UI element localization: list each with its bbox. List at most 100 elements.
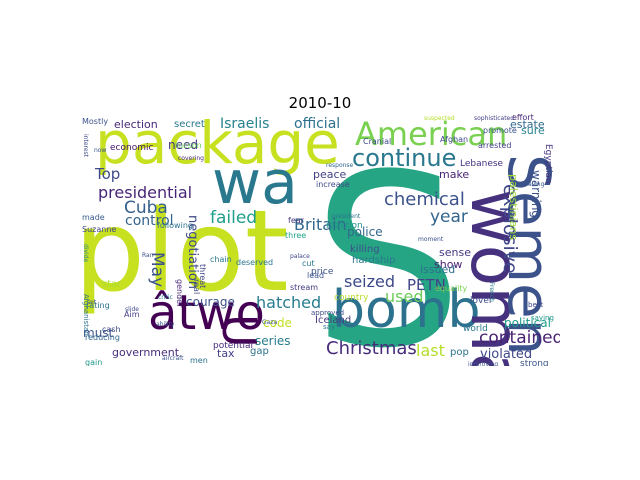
cloud-word: control: [125, 213, 174, 229]
cloud-word: real: [192, 279, 201, 295]
cloud-word: star: [102, 279, 122, 290]
cloud-word: cash: [102, 325, 121, 334]
cloud-word: increase: [316, 180, 350, 189]
cloud-word: Aim: [124, 310, 140, 319]
cloud-word: gain: [85, 358, 103, 367]
cloud-word: economic: [110, 143, 154, 153]
cloud-word: gender: [175, 279, 184, 308]
cloud-word: hatched: [256, 293, 322, 312]
cloud-word: moment: [418, 236, 444, 243]
cloud-word: strong: [520, 359, 549, 367]
cloud-word: French: [488, 282, 495, 302]
cloud-word: palace: [290, 253, 310, 260]
cloud-word: killing: [350, 244, 380, 255]
cloud-word: estate: [510, 118, 545, 131]
cloud-word: bomb: [332, 280, 481, 340]
cloud-word: best: [528, 301, 544, 309]
cloud-word: year: [430, 207, 468, 227]
cloud-word: hardship: [352, 255, 396, 266]
cloud-word: PETN: [407, 276, 446, 294]
cloud-word: world: [463, 324, 488, 334]
cloud-word: government: [112, 346, 180, 359]
cloud-word: Afghan: [440, 135, 469, 144]
cloud-word: contained: [479, 328, 560, 348]
cloud-word: Gaza: [262, 319, 278, 326]
cloud-word: sure: [521, 124, 545, 137]
cloud-word: reducing: [85, 333, 120, 342]
cloud-word: make: [439, 168, 470, 181]
cloud-word: ability: [156, 321, 175, 328]
cloud-word: approved: [311, 309, 345, 317]
cloud-word: tucson: [175, 141, 202, 150]
cloud-word: slide: [125, 306, 139, 313]
cloud-word: S: [312, 124, 464, 367]
cloud-word: failing: [526, 181, 545, 188]
cloud-word: divide: [82, 244, 89, 263]
cloud-word: deserved: [236, 258, 274, 267]
cloud-word: Britain: [294, 215, 347, 234]
cloud-word: official: [294, 116, 341, 132]
cloud-word: wa: [212, 148, 298, 218]
cloud-word: tax: [217, 347, 235, 360]
cloud-word: aircraft: [162, 355, 184, 362]
chart-title: 2010-10: [288, 94, 352, 112]
cloud-word: used: [385, 287, 424, 306]
cloud-word: saying: [531, 314, 554, 322]
cloud-word: Mostly: [82, 117, 109, 126]
cloud-word: president: [332, 213, 361, 220]
cloud-word: reaction: [326, 221, 363, 231]
cloud-word: Cranial: [363, 137, 392, 146]
cloud-word: need: [168, 138, 198, 152]
cloud-word: arrested: [478, 141, 512, 150]
cloud-word: woman: [455, 189, 534, 366]
cloud-word: pop: [450, 347, 469, 358]
cloud-word: package: [95, 114, 340, 177]
cloud-word: sense: [439, 246, 471, 259]
cloud-word: American: [355, 115, 508, 153]
cloud-word: potential: [213, 341, 254, 351]
cloud-word: interest: [82, 134, 89, 158]
cloud-word: Christmas: [326, 338, 417, 359]
cloud-word: stream: [290, 283, 319, 292]
cloud-word: Ran: [142, 252, 154, 259]
cloud-word: promote: [483, 126, 517, 135]
cloud-word: cut: [302, 259, 315, 268]
cloud-word: Cuba: [124, 198, 168, 218]
cloud-word: peace: [313, 168, 347, 181]
cloud-word: issued: [420, 263, 456, 276]
cloud-word: covering: [178, 155, 204, 162]
cloud-word: critic: [158, 294, 173, 301]
cloud-word: courage: [186, 295, 235, 309]
cloud-word: Lebanese: [460, 159, 504, 169]
cloud-word: Semen: [495, 154, 560, 356]
cloud-word: threat: [198, 264, 207, 289]
cloud-word: now: [94, 147, 107, 154]
cloud-word: failed: [210, 208, 258, 228]
cloud-word: series: [255, 334, 291, 348]
cloud-word: continue: [352, 144, 457, 172]
cloud-word: warning: [529, 170, 543, 219]
cloud-word: show: [434, 258, 463, 271]
cloud-word: Suzanne: [82, 225, 117, 234]
cloud-word: rating: [86, 301, 110, 310]
cloud-word: men: [190, 356, 208, 365]
cloud-word: Afghanistan: [82, 294, 90, 336]
cloud-word: police: [347, 225, 383, 239]
cloud-word: three: [285, 231, 307, 240]
cloud-word: improving: [468, 361, 499, 367]
cloud-word: gap: [250, 346, 269, 357]
cloud-word: seized: [344, 272, 396, 291]
cloud-word: chemical: [384, 189, 465, 210]
cloud-word: negotiation: [185, 215, 200, 290]
cloud-word: presidential: [98, 183, 193, 202]
cloud-word: lover: [470, 296, 493, 306]
cloud-word: set: [87, 299, 97, 306]
cloud-word: effort: [512, 114, 534, 122]
cloud-word: lead: [307, 271, 325, 280]
cloud-word: âtwo: [148, 285, 265, 341]
cloud-word: Egyptian: [543, 144, 553, 184]
cloud-word: country: [334, 293, 369, 303]
cloud-word: violated: [480, 347, 533, 362]
cloud-word: election: [114, 118, 158, 131]
cloud-word: U: [212, 314, 266, 348]
